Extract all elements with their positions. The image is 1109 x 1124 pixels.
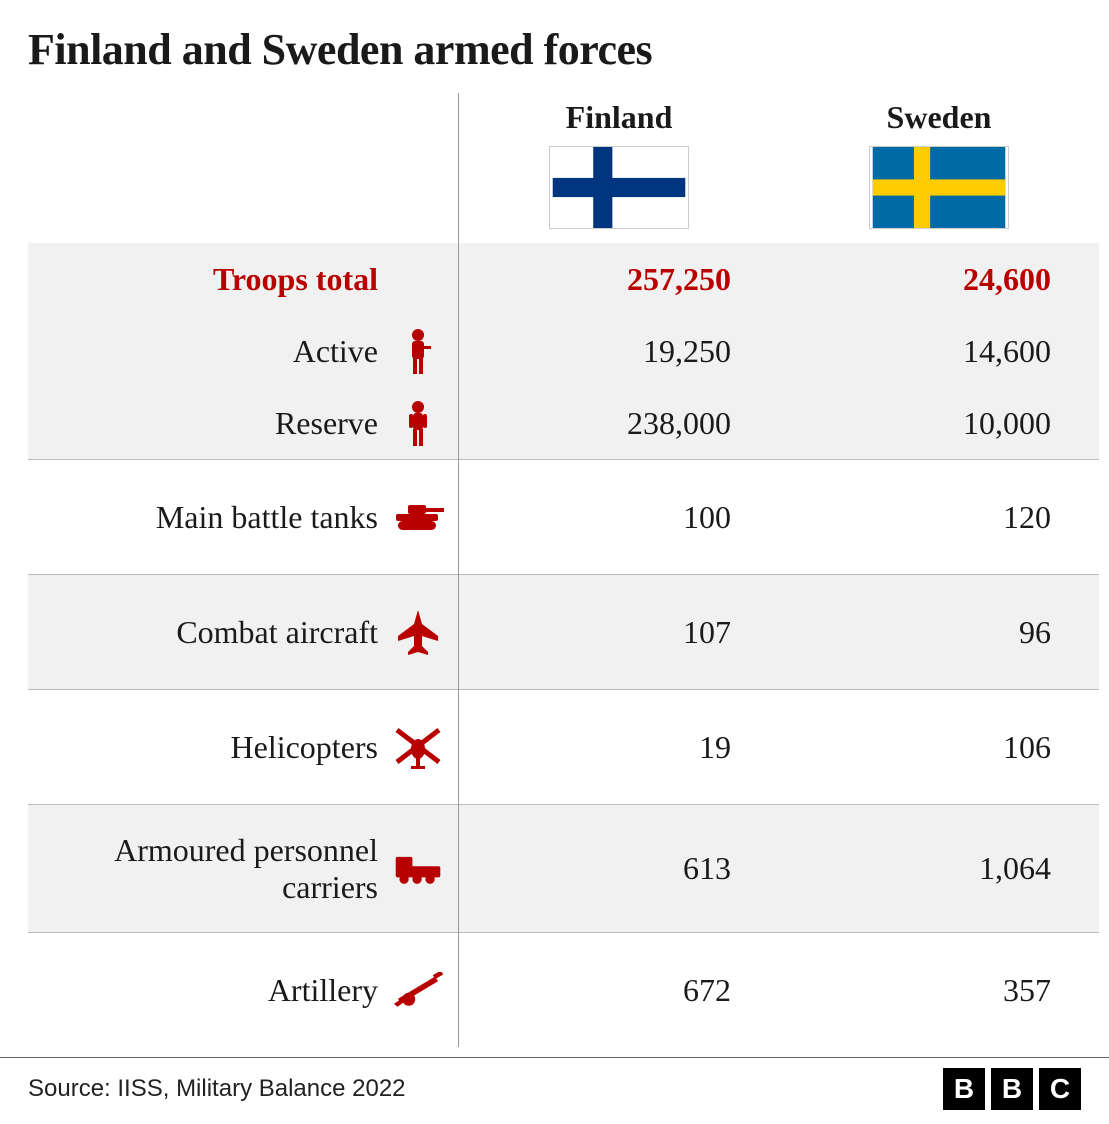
value-sweden-artillery: 357 — [779, 932, 1099, 1047]
row-label-aircraft: Combat aircraft — [28, 574, 458, 689]
row-label-apc: Armoured personnel carriers — [28, 804, 458, 932]
row-label-troops-total: Troops total — [28, 243, 458, 315]
row-label-artillery: Artillery — [28, 932, 458, 1047]
value-sweden-active: 14,600 — [779, 315, 1099, 387]
row-label-active: Active — [28, 315, 458, 387]
value-sweden-heli: 106 — [779, 689, 1099, 804]
header-finland: Finland — [459, 93, 779, 243]
row-label-heli: Helicopters — [28, 689, 458, 804]
value-sweden-reserve: 10,000 — [779, 387, 1099, 459]
value-sweden-tanks: 120 — [779, 459, 1099, 574]
value-finland-tanks: 100 — [459, 459, 779, 574]
row-label-tanks: Main battle tanks — [28, 459, 458, 574]
value-sweden-aircraft: 96 — [779, 574, 1099, 689]
value-finland-active: 19,250 — [459, 315, 779, 387]
header-empty — [28, 93, 458, 243]
finland-flag-icon — [549, 146, 689, 229]
header-sweden: Sweden — [779, 93, 1099, 243]
label-text: Armoured personnel carriers — [58, 832, 378, 906]
apc-icon — [392, 852, 444, 886]
tank-icon — [392, 501, 444, 533]
label-text: Troops total — [213, 261, 378, 298]
country-name-sweden: Sweden — [887, 99, 992, 136]
artillery-icon — [392, 972, 444, 1008]
label-text: Reserve — [275, 405, 378, 442]
label-text: Artillery — [268, 972, 378, 1009]
source-text: Source: IISS, Military Balance 2022 — [28, 1075, 406, 1103]
label-text: Active — [293, 333, 378, 370]
label-text: Main battle tanks — [156, 499, 378, 536]
jet-icon — [392, 608, 444, 656]
value-finland-troops-total: 257,250 — [459, 243, 779, 315]
value-sweden-apc: 1,064 — [779, 804, 1099, 932]
helicopter-icon — [392, 724, 444, 770]
value-sweden-troops-total: 24,600 — [779, 243, 1099, 315]
row-label-reserve: Reserve — [28, 387, 458, 459]
soldier-icon — [392, 328, 444, 374]
country-name-finland: Finland — [566, 99, 673, 136]
bbc-block-1: B — [943, 1068, 985, 1110]
footer: Source: IISS, Military Balance 2022 B B … — [0, 1058, 1109, 1124]
bbc-block-3: C — [1039, 1068, 1081, 1110]
value-finland-artillery: 672 — [459, 932, 779, 1047]
value-finland-aircraft: 107 — [459, 574, 779, 689]
bbc-block-2: B — [991, 1068, 1033, 1110]
label-text: Combat aircraft — [176, 614, 378, 651]
person-icon — [392, 400, 444, 446]
bbc-logo: B B C — [943, 1068, 1081, 1110]
value-finland-apc: 613 — [459, 804, 779, 932]
label-text: Helicopters — [231, 729, 379, 766]
sweden-flag-icon — [869, 146, 1009, 229]
value-finland-heli: 19 — [459, 689, 779, 804]
comparison-table: Finland Sweden Troops total257,25024,600… — [28, 93, 1081, 1047]
value-finland-reserve: 238,000 — [459, 387, 779, 459]
page-title: Finland and Sweden armed forces — [28, 24, 1081, 75]
